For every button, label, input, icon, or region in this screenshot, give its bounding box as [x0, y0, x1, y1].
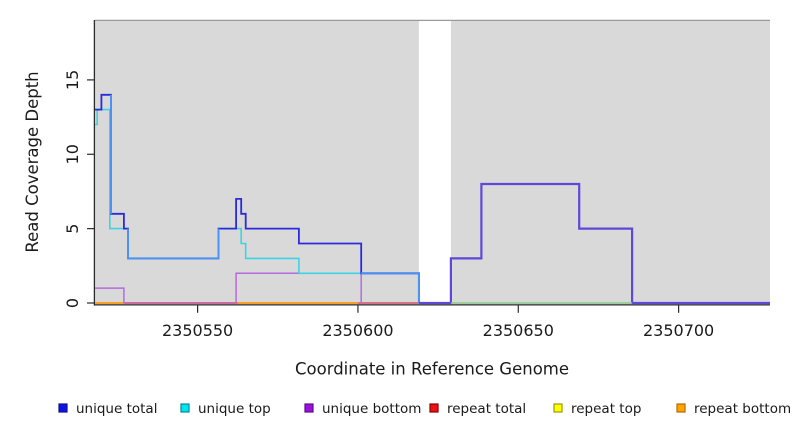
series-line-right-unique-total-bottom: [418, 182, 770, 305]
series-line-total-top-overlap-b: [127, 228, 220, 260]
legend-swatch: [58, 403, 68, 413]
x-tick-label: 2350550: [162, 321, 233, 340]
legend-swatch: [676, 403, 686, 413]
legend-label: repeat top: [571, 401, 641, 417]
legend-swatch: [180, 403, 190, 413]
legend-item: unique top: [180, 401, 271, 417]
legend-label: unique top: [198, 401, 271, 417]
series-lines: [95, 93, 770, 305]
y-tick-label: 5: [63, 224, 82, 234]
legend-item: unique bottom: [304, 401, 421, 417]
y-axis-title: Read Coverage Depth: [23, 71, 42, 252]
series-line-total-top-overlap-c: [361, 272, 420, 303]
x-tick-label: 2350700: [643, 321, 714, 340]
x-tick-label: 2350650: [483, 321, 554, 340]
legend-label: unique bottom: [322, 401, 421, 417]
legend-item: repeat bottom: [676, 401, 791, 417]
legend-swatch: [429, 403, 439, 413]
y-tick-label: 10: [63, 144, 82, 164]
legend-item: repeat top: [553, 401, 641, 417]
x-tick-label: 2350600: [322, 321, 393, 340]
legend-label: repeat total: [447, 401, 526, 417]
y-tick-label: 0: [63, 298, 82, 308]
axis-ticks: 2350550 2350600 2350650 2350700 0 5 10 15: [63, 70, 714, 340]
legend: unique total unique top unique bottom repea…: [58, 401, 791, 417]
legend-swatch: [304, 403, 314, 413]
masked-gap-region: [418, 21, 451, 303]
y-tick-label: 15: [63, 70, 82, 90]
legend-swatch: [553, 403, 563, 413]
legend-label: unique total: [76, 401, 157, 417]
x-axis-title: Coordinate in Reference Genome: [295, 360, 569, 379]
legend-item: unique total: [58, 401, 157, 417]
legend-label: repeat bottom: [694, 401, 791, 417]
legend-item: repeat total: [429, 401, 526, 417]
series-line-unique-bottom-left: [95, 287, 125, 303]
